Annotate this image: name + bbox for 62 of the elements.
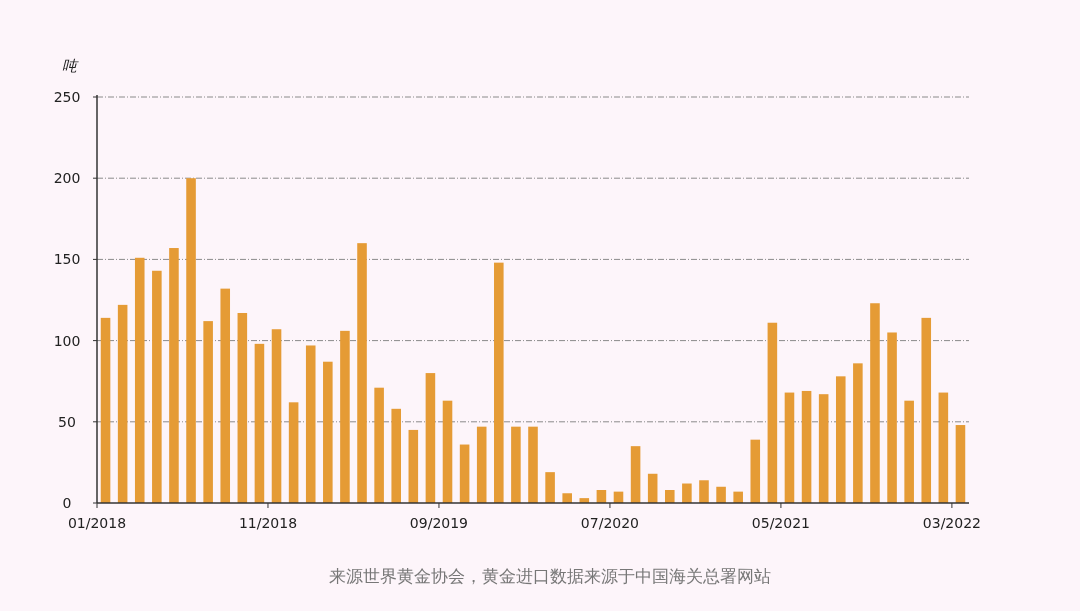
y-tick-label: 200 [53,170,81,187]
bar [169,248,179,503]
bar [340,330,350,503]
bar [699,480,709,503]
bar [767,322,778,503]
x-tick-label: 11/2018 [238,515,298,531]
bar [801,390,812,503]
bar [511,426,521,503]
x-tick-label: 07/2020 [580,515,640,531]
y-tick-label: 0 [62,495,72,511]
bar [425,373,436,503]
bar [853,363,863,503]
bar [100,317,111,503]
bar [391,408,401,503]
bar [647,473,658,503]
bar [784,392,795,503]
x-tick-label: 09/2019 [409,515,469,531]
y-axis-title: 吨 [62,57,79,75]
bar [921,317,932,503]
bar [271,329,282,503]
bar [494,262,504,503]
bar [938,392,949,503]
bar [528,426,538,503]
bar [750,439,761,503]
y-tick-label: 150 [53,251,81,268]
bar [682,483,692,503]
bar [288,402,299,503]
bar [955,425,966,503]
bar [665,490,675,503]
bar [254,343,265,503]
bar [442,400,453,503]
bar [117,304,128,503]
bar [203,321,213,503]
bar [887,332,897,503]
bar [733,491,743,503]
bar [716,486,726,503]
bar [545,472,555,503]
bar [374,387,384,503]
y-tick-label: 50 [58,413,76,430]
x-tick-label: 03/2022 [922,515,981,531]
text: 来源世界黄金协会，黄金进口数据来源于中国海关总署网站 [329,566,771,586]
bar [870,303,880,503]
bar [152,270,162,503]
y-tick-label: 100 [53,332,81,349]
bar [562,493,572,503]
bar [818,394,829,503]
bar [305,345,316,503]
bar [220,288,231,503]
y-tick-label: 250 [53,89,81,105]
x-tick-label: 05/2021 [751,515,811,531]
bar [835,376,846,503]
bar [630,446,641,503]
bar [408,429,419,503]
bar [459,444,470,503]
bar [357,243,367,503]
bar [186,178,196,503]
x-tick-label: 01/2018 [67,515,127,531]
bar [323,361,333,503]
bar [237,312,248,503]
bar [134,257,145,503]
bar [904,400,914,503]
bar [476,426,487,503]
